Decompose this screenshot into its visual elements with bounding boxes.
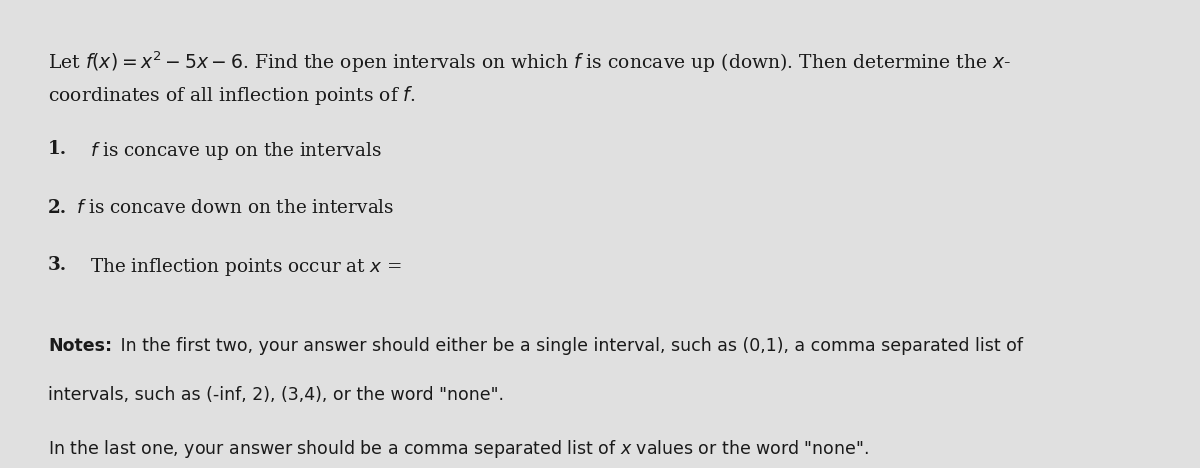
- Text: 1.: 1.: [48, 140, 67, 158]
- FancyBboxPatch shape: [484, 197, 551, 240]
- Text: coordinates of all inflection points of $f$.: coordinates of all inflection points of …: [48, 84, 415, 107]
- Text: Let $f(x) = x^2 - 5x - 6$. Find the open intervals on which $f$ is concave up (d: Let $f(x) = x^2 - 5x - 6$. Find the open…: [48, 49, 1012, 74]
- Text: 2.: 2.: [48, 199, 67, 217]
- Text: In the last one, your answer should be a comma separated list of $x$ values or t: In the last one, your answer should be a…: [48, 438, 869, 460]
- Text: intervals, such as (-inf, 2), (3,4), or the word "none".: intervals, such as (-inf, 2), (3,4), or …: [48, 386, 504, 404]
- Text: In the first two, your answer should either be a single interval, such as (0,1),: In the first two, your answer should eit…: [115, 337, 1024, 355]
- FancyBboxPatch shape: [484, 255, 551, 297]
- Text: 3.: 3.: [48, 256, 67, 274]
- Text: $f$ is concave up on the intervals: $f$ is concave up on the intervals: [90, 140, 382, 162]
- Text: The inflection points occur at $x$ =: The inflection points occur at $x$ =: [90, 256, 402, 278]
- Text: Notes:: Notes:: [48, 337, 112, 355]
- FancyBboxPatch shape: [484, 140, 551, 183]
- FancyBboxPatch shape: [0, 5, 1200, 463]
- Text: $f$ is concave down on the intervals: $f$ is concave down on the intervals: [76, 199, 394, 217]
